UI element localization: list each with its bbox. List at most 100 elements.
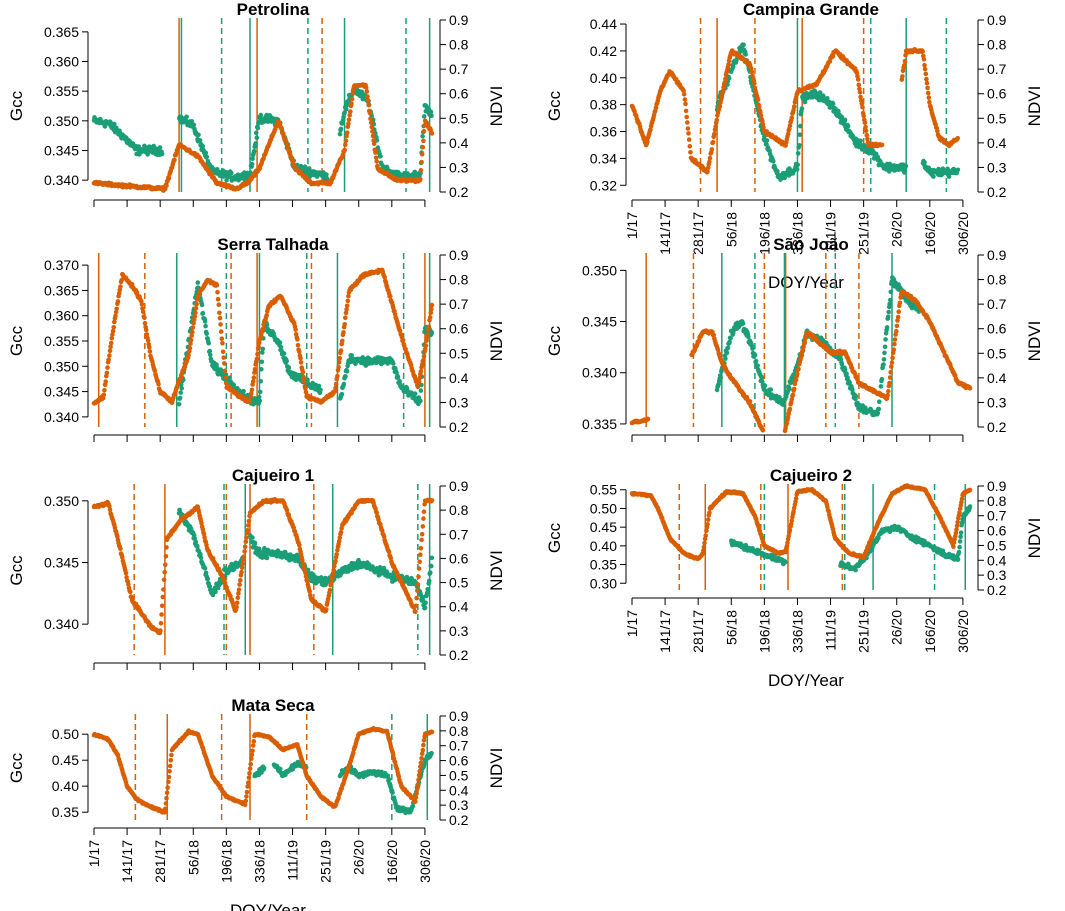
gcc-point [387, 293, 393, 299]
ndvi-point [423, 600, 428, 606]
ndvi-point [429, 330, 435, 336]
gcc-point [243, 539, 249, 544]
gcc-point [218, 329, 224, 334]
gcc-point [371, 141, 377, 146]
gcc-point [747, 399, 753, 404]
gcc-point [755, 97, 761, 102]
gcc-point [221, 355, 226, 360]
ndvi-point [798, 123, 803, 129]
ndvi-point [888, 289, 894, 295]
ndvi-series [714, 42, 961, 182]
ndvi-point [884, 325, 890, 330]
ndvi-point [395, 374, 401, 380]
gcc-point [346, 117, 352, 122]
gcc-point [147, 349, 153, 354]
x-axis-title: DOY/Year [768, 273, 844, 292]
gcc-point [426, 324, 432, 330]
gcc-point [217, 315, 223, 321]
gcc-series [629, 289, 973, 434]
ndvi-point [198, 555, 204, 560]
ndvi-point [196, 132, 201, 138]
gcc-point [218, 322, 223, 327]
gcc-tick-label: 0.42 [590, 43, 617, 59]
gcc-point [297, 349, 302, 355]
ndvi-point [795, 162, 800, 168]
gcc-point [418, 369, 424, 374]
x-tick-label: 281/17 [690, 212, 706, 255]
ndvi-point [429, 563, 434, 569]
gcc-point [118, 546, 123, 551]
ndvi-point [858, 138, 863, 144]
gcc-point [114, 306, 119, 312]
gcc-point [955, 135, 960, 141]
gcc-point [891, 347, 897, 353]
panel-petrolina: Petrolina0.3400.3450.3500.3550.3600.365G… [7, 0, 506, 207]
gcc-tick-label: 0.40 [590, 70, 617, 86]
gcc-point [429, 302, 435, 308]
gcc-point [707, 155, 713, 161]
gcc-point [885, 392, 890, 398]
gcc-point [791, 104, 797, 109]
gcc-point [338, 348, 344, 353]
ndvi-point [775, 168, 780, 174]
gcc-point [967, 386, 973, 391]
gcc-point [370, 133, 376, 139]
gcc-point [123, 570, 129, 576]
gcc-point [346, 121, 351, 126]
gcc-point [193, 310, 198, 316]
gcc-tick-label: 0.365 [44, 282, 79, 298]
gcc-point [107, 353, 112, 358]
ndvi-point [159, 151, 165, 157]
ndvi-axis-label: NDVI [487, 86, 506, 127]
gcc-point [220, 349, 226, 355]
gcc-point [787, 406, 793, 412]
gcc-point [349, 101, 354, 106]
ndvi-point [882, 350, 887, 356]
panel-title: Petrolina [237, 0, 310, 19]
ndvi-point [782, 175, 787, 181]
ndvi-tick-label: 0.3 [987, 159, 1007, 175]
ndvi-point [286, 365, 292, 370]
ndvi-point [179, 385, 184, 391]
gcc-point [217, 310, 222, 316]
gcc-point [419, 159, 424, 165]
ndvi-point [724, 350, 730, 356]
gcc-point [348, 109, 353, 114]
ndvi-tick-label: 0.4 [449, 370, 469, 386]
ndvi-point [204, 154, 210, 160]
gcc-tick-label: 0.360 [44, 54, 79, 70]
gcc-point [429, 306, 434, 312]
ndvi-tick-label: 0.6 [987, 321, 1007, 337]
gcc-point [249, 387, 255, 393]
gcc-point [889, 360, 895, 365]
gcc-tick-label: 0.340 [582, 365, 617, 381]
ndvi-point [208, 352, 213, 358]
ndvi-tick-label: 0.6 [449, 321, 469, 337]
ndvi-tick-label: 0.6 [449, 86, 469, 102]
ndvi-point [339, 391, 345, 397]
ndvi-point [412, 391, 418, 397]
gcc-point [344, 130, 350, 135]
gcc-point [300, 370, 306, 375]
gcc-point [374, 159, 380, 164]
gcc-point [709, 147, 715, 152]
gcc-point [336, 360, 342, 365]
gcc-point [860, 105, 865, 110]
ndvi-axis-label: NDVI [1025, 321, 1044, 362]
gcc-point [365, 98, 371, 103]
ndvi-point [922, 160, 927, 165]
gcc-point [336, 364, 341, 370]
ndvi-tick-label: 0.8 [987, 37, 1007, 53]
ndvi-point [842, 117, 848, 123]
gcc-point [365, 94, 370, 99]
gcc-point [156, 381, 161, 387]
gcc-series [91, 82, 435, 193]
gcc-point [143, 327, 149, 333]
ndvi-point [723, 356, 728, 361]
ndvi-point [200, 310, 206, 316]
ndvi-point [229, 170, 234, 176]
gcc-point [101, 392, 107, 398]
gcc-point [333, 381, 339, 387]
